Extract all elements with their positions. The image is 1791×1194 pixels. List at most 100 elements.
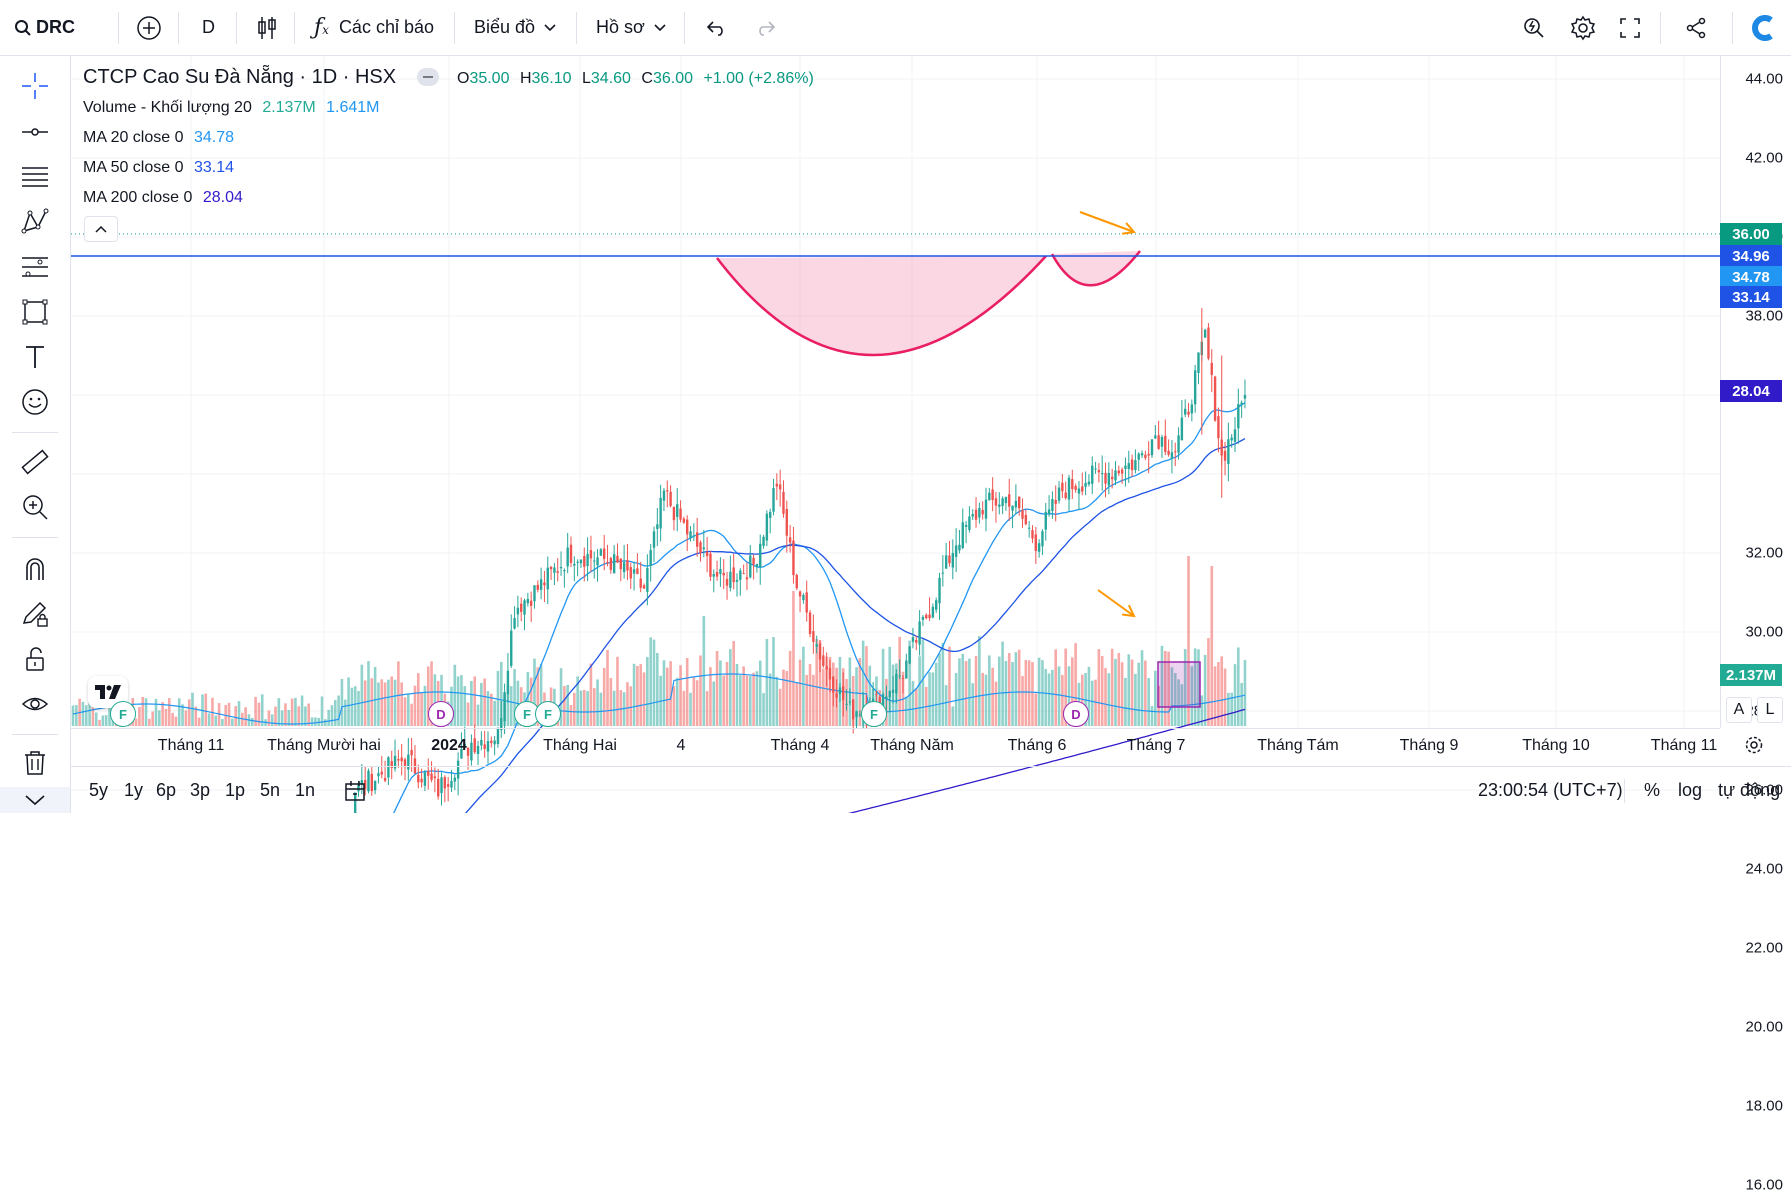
- candle: [765, 510, 769, 547]
- price-tick-label: 30.00: [1745, 623, 1783, 641]
- candle: [988, 488, 991, 501]
- trend-line-tool[interactable]: [15, 112, 55, 152]
- financials-event-marker[interactable]: F: [861, 701, 887, 727]
- volume-bar: [194, 706, 198, 726]
- volume-bar: [151, 711, 154, 726]
- emoji-tool[interactable]: [15, 382, 55, 422]
- volume-bar: [616, 656, 619, 726]
- legend-ma200-row[interactable]: MA 200 close 0 28.04: [83, 189, 243, 207]
- candle: [1077, 480, 1081, 510]
- symbol-search-button[interactable]: DRC: [14, 0, 75, 55]
- volume-bar: [148, 718, 151, 726]
- candle: [1044, 502, 1047, 541]
- lock-all-tool[interactable]: [15, 639, 55, 679]
- clock-label[interactable]: 23:00:54 (UTC+7): [1478, 780, 1623, 800]
- log-scale-button[interactable]: L: [1757, 697, 1783, 723]
- range-button-3p[interactable]: 3p: [190, 780, 211, 800]
- undo-button[interactable]: [706, 0, 728, 55]
- remove-drawings-tool[interactable]: [15, 742, 55, 782]
- legend-ma20-row[interactable]: MA 20 close 0 34.78: [83, 129, 234, 147]
- candle: [662, 487, 666, 512]
- range-button-5n[interactable]: 5n: [260, 780, 281, 800]
- fib-tool[interactable]: [15, 157, 55, 197]
- settings-button[interactable]: [1570, 0, 1596, 55]
- compare-button[interactable]: [136, 0, 162, 55]
- financials-event-marker[interactable]: F: [535, 701, 561, 727]
- candle: [666, 480, 669, 508]
- range-button-1n[interactable]: 1n: [295, 780, 316, 800]
- candle: [905, 653, 908, 679]
- volume-bar: [310, 717, 314, 726]
- crosshair-tool[interactable]: [15, 66, 55, 106]
- price-chart[interactable]: [0, 0, 1791, 813]
- pattern-tool[interactable]: [15, 202, 55, 242]
- range-button-5y[interactable]: 5y: [89, 780, 109, 800]
- candle: [380, 756, 383, 779]
- candle: [546, 556, 549, 605]
- time-axis[interactable]: [71, 728, 1720, 767]
- candle: [1051, 491, 1054, 519]
- zoom-tool[interactable]: [15, 487, 55, 527]
- range-button-1y[interactable]: 1y: [124, 780, 144, 800]
- volume-bar: [1114, 658, 1117, 726]
- candle: [1243, 379, 1247, 409]
- candle: [825, 652, 828, 687]
- shapes-tool[interactable]: [15, 292, 55, 332]
- dividend-event-marker[interactable]: D: [428, 701, 454, 727]
- price-arrow-annotation[interactable]: [1079, 211, 1136, 235]
- candle: [968, 506, 971, 533]
- magnet-tool[interactable]: [15, 549, 55, 589]
- percent-toggle[interactable]: %: [1644, 780, 1661, 800]
- auto-scale-button[interactable]: A: [1726, 697, 1752, 723]
- volume-bar: [1213, 666, 1217, 726]
- interval-button[interactable]: D: [202, 0, 215, 55]
- share-button[interactable]: [1684, 0, 1708, 55]
- legend-volume-row[interactable]: Volume - Khối lượng 20 2.137M 1.641M: [83, 99, 380, 117]
- collapse-legend-button[interactable]: [84, 216, 118, 242]
- candle: [908, 645, 911, 665]
- indicators-button[interactable]: ƒx Các chỉ báo: [314, 0, 434, 55]
- volume-bar: [861, 640, 865, 726]
- volume-arrow-annotation[interactable]: [1097, 589, 1136, 618]
- symbol-title[interactable]: CTCP Cao Su Đà Nẵng · 1D · HSX: [83, 66, 397, 88]
- auto-toggle[interactable]: tự động: [1718, 780, 1781, 800]
- low-label: L: [582, 70, 591, 87]
- volume-bar: [287, 709, 291, 726]
- fullscreen-button[interactable]: [1619, 0, 1641, 55]
- ma50-label: MA 50 close 0: [83, 159, 184, 176]
- candle: [845, 689, 848, 711]
- legend-ma50-row[interactable]: MA 50 close 0 33.14: [83, 159, 234, 177]
- volume-highlight-box[interactable]: [1157, 661, 1201, 708]
- log-toggle[interactable]: log: [1678, 780, 1703, 800]
- volume-bar: [539, 664, 543, 726]
- hide-drawings-tool[interactable]: [15, 684, 55, 724]
- chart-type-dropdown[interactable]: Biểu đồ: [474, 0, 557, 55]
- volume-bar: [400, 682, 403, 726]
- candle: [354, 792, 357, 813]
- financials-event-marker[interactable]: F: [110, 701, 136, 727]
- dividend-event-marker[interactable]: D: [1063, 701, 1089, 727]
- chart-style-button[interactable]: [256, 0, 278, 55]
- quick-search-button[interactable]: [1522, 0, 1546, 55]
- volume-bar: [1110, 648, 1114, 726]
- time-axis-settings-button[interactable]: [1744, 735, 1764, 760]
- collapse-toolbar-button[interactable]: [0, 787, 70, 813]
- volume-bar: [1047, 673, 1051, 726]
- date-range-button[interactable]: [343, 767, 367, 814]
- forecast-tool[interactable]: [15, 247, 55, 287]
- visibility-toggle[interactable]: [416, 67, 439, 86]
- range-button-6p[interactable]: 6p: [156, 780, 177, 800]
- text-tool[interactable]: [15, 337, 55, 377]
- profile-dropdown[interactable]: Hồ sơ: [596, 0, 667, 55]
- range-button-1p[interactable]: 1p: [225, 780, 246, 800]
- redo-button[interactable]: [754, 0, 776, 55]
- candle: [417, 764, 420, 789]
- lock-drawing-tool[interactable]: [15, 594, 55, 634]
- volume-bar: [566, 684, 569, 726]
- volume-bar: [277, 698, 281, 726]
- ruler-tool[interactable]: [15, 442, 55, 482]
- volume-bar: [941, 642, 945, 726]
- high-label: H: [519, 70, 532, 87]
- candle: [480, 731, 483, 751]
- candle: [1150, 438, 1154, 458]
